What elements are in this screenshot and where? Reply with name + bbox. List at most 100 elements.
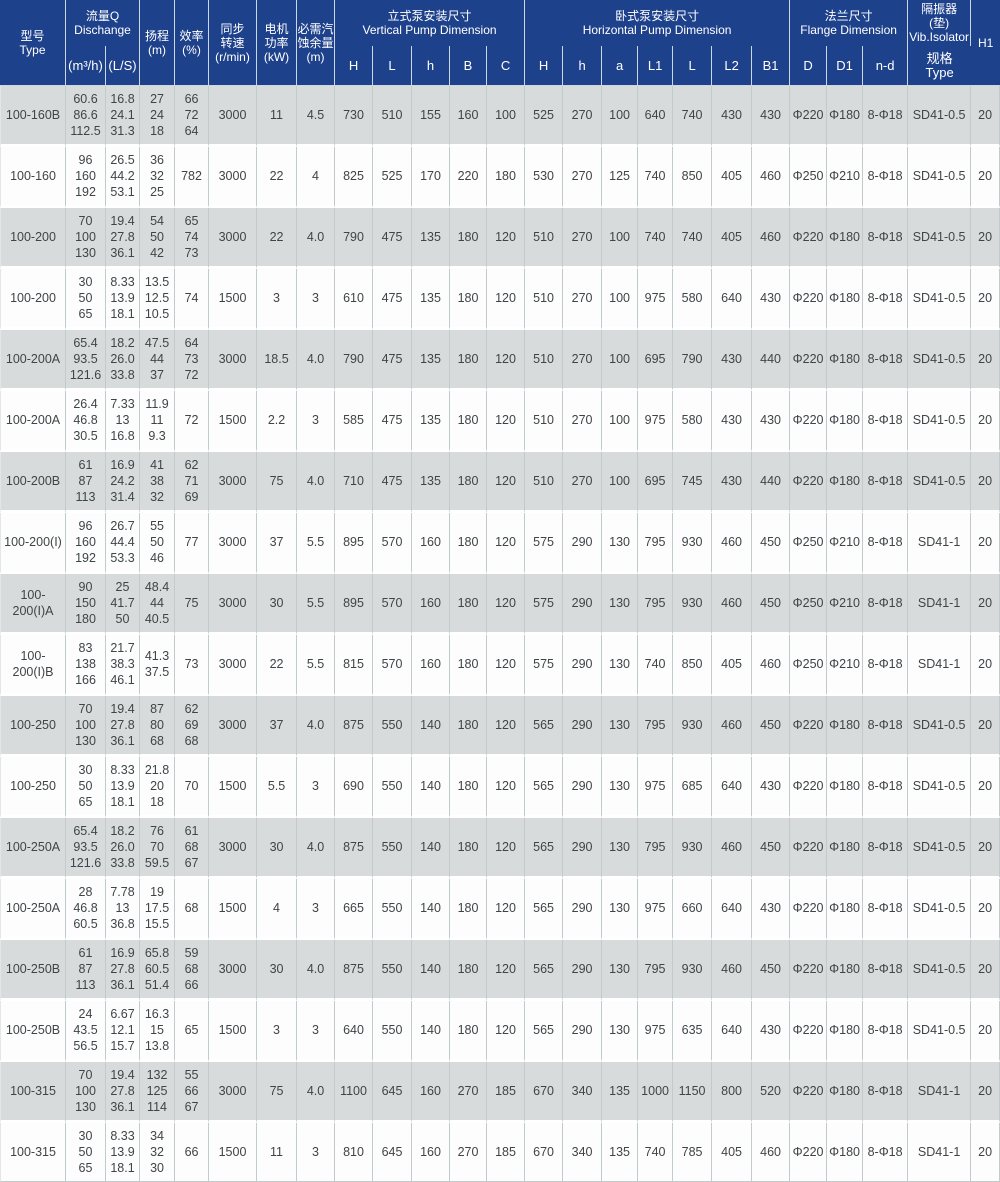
table-cell: 740 (638, 208, 674, 269)
col-header-vertical-B: B (450, 46, 488, 86)
table-cell: 430 (752, 391, 791, 452)
table-cell: 510 (373, 86, 413, 147)
table-cell: 155 (412, 86, 451, 147)
table-cell: 16.9 27.8 36.1 (106, 940, 141, 1001)
table-cell: 4.5 (297, 86, 336, 147)
table-cell: 475 (373, 208, 413, 269)
table-cell: 825 (335, 147, 374, 208)
table-cell: 270 (563, 391, 603, 452)
table-cell: 3 (297, 757, 336, 818)
table-cell: 220 (450, 147, 488, 208)
table-cell: 20 (971, 1062, 1000, 1123)
table-cell: 975 (638, 391, 674, 452)
table-cell: SD41-1 (908, 1062, 972, 1123)
table-cell: 565 (525, 879, 564, 940)
table-cell: SD41-1 (908, 1123, 972, 1182)
table-row: 100-160B 60.6 86.6 112.5 16.8 24.1 31.3 27 … (0, 86, 1000, 147)
table-cell: 475 (373, 391, 413, 452)
table-cell: 800 (712, 1062, 753, 1123)
table-cell: 70 (175, 757, 210, 818)
table-cell: Φ250 (790, 513, 828, 574)
table-cell: 74 (175, 269, 210, 330)
table-cell: 975 (638, 879, 674, 940)
table-cell: 37 (257, 696, 298, 757)
table-cell: 19 17.5 15.5 (140, 879, 176, 940)
table-cell: 11.9 11 9.3 (140, 391, 176, 452)
table-cell: 120 (487, 879, 526, 940)
col-header-horizontal-L1: L1 (638, 46, 674, 86)
table-cell: SD41-1 (908, 513, 972, 574)
table-cell: 740 (638, 147, 674, 208)
table-cell: 90 150 180 (66, 574, 106, 635)
table-cell: 21.7 38.3 46.1 (106, 635, 141, 696)
table-cell: 20 (971, 696, 1000, 757)
table-cell: 140 (412, 940, 451, 1001)
table-cell: 22 (257, 147, 298, 208)
table-cell: 135 (412, 391, 451, 452)
table-cell: 26.7 44.4 53.3 (106, 513, 141, 574)
col-group-horizontal-dimension: 卧式泵安装尺寸 Horizontal Pump Dimension (525, 0, 791, 46)
table-cell: 570 (373, 513, 413, 574)
table-cell: 1000 (638, 1062, 674, 1123)
col-group-flange-dimension: 法兰尺寸 Flange Dimension (790, 0, 909, 46)
table-cell: 1500 (209, 879, 258, 940)
table-cell: 8-Φ18 (863, 452, 909, 513)
table-cell: 70 100 130 (66, 696, 106, 757)
table-cell: 19.4 27.8 36.1 (106, 1062, 141, 1123)
table-header: 型号 Type 流量Q Dischange 扬程 (m) 效率 (%) 同步 转… (0, 0, 1000, 86)
table-cell: 8-Φ18 (863, 208, 909, 269)
table-cell: 795 (638, 696, 674, 757)
table-cell: 8.33 13.9 18.1 (106, 757, 141, 818)
table-cell: 1500 (209, 1001, 258, 1062)
table-cell: 565 (525, 696, 564, 757)
table-cell: 5.5 (297, 635, 336, 696)
table-cell: 585 (335, 391, 374, 452)
col-header-horizontal-a: a (602, 46, 639, 86)
table-cell: 895 (335, 574, 374, 635)
table-cell: 135 (412, 208, 451, 269)
table-cell: Φ220 (790, 452, 828, 513)
col-header-horizontal-H: H (525, 46, 564, 86)
table-cell: Φ220 (790, 1062, 828, 1123)
table-cell: Φ220 (790, 86, 828, 147)
table-cell: 20 (971, 391, 1000, 452)
table-cell: 460 (712, 940, 753, 1001)
table-row: 100-200 30 50 65 8.33 13.9 18.1 13.5 12.5 1… (0, 269, 1000, 330)
table-cell: 3 (297, 1123, 336, 1182)
table-cell: 510 (525, 208, 564, 269)
table-cell: 180 (450, 269, 488, 330)
table-cell: 20 (971, 330, 1000, 391)
table-cell: 550 (373, 757, 413, 818)
table-cell: 135 (412, 269, 451, 330)
table-cell: 430 (752, 879, 791, 940)
table-cell: 1500 (209, 391, 258, 452)
table-cell: 28 46.8 60.5 (66, 879, 106, 940)
table-cell: 65.8 60.5 51.4 (140, 940, 176, 1001)
table-cell: 405 (712, 147, 753, 208)
table-cell: 570 (373, 574, 413, 635)
table-cell: 8-Φ18 (863, 269, 909, 330)
table-cell: 740 (673, 208, 713, 269)
table-cell: 3000 (209, 86, 258, 147)
table-cell: 132 125 114 (140, 1062, 176, 1123)
col-header-ls: (L/S) (106, 46, 141, 86)
table-cell: 21.8 20 18 (140, 757, 176, 818)
col-group-vertical-dimension: 立式泵安装尺寸 Vertical Pump Dimension (335, 0, 526, 46)
table-cell: 565 (525, 757, 564, 818)
table-cell: Φ180 (827, 879, 864, 940)
table-cell: Φ210 (827, 574, 864, 635)
table-cell: 180 (487, 147, 526, 208)
table-cell: 130 (602, 1001, 639, 1062)
table-cell: 140 (412, 696, 451, 757)
table-cell: 125 (602, 147, 639, 208)
table-cell: 30 (257, 574, 298, 635)
table-cell: 565 (525, 940, 564, 1001)
table-cell: 20 (971, 86, 1000, 147)
table-cell: SD41-0.5 (908, 269, 972, 330)
table-cell: 11 (257, 1123, 298, 1182)
cell-pump-type: 100-315 (0, 1123, 66, 1182)
table-cell: 30 (257, 818, 298, 879)
table-cell: 930 (673, 940, 713, 1001)
table-cell: Φ220 (790, 696, 828, 757)
